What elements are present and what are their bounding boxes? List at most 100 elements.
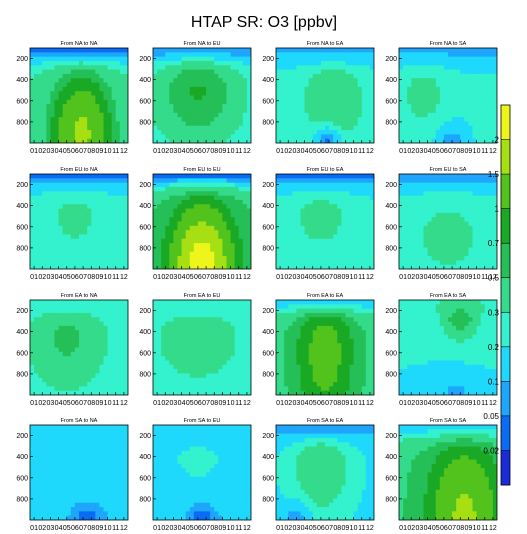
heatmap-cell bbox=[312, 217, 318, 222]
panel-frame bbox=[152, 173, 252, 270]
x-tick-label: 09 bbox=[96, 274, 104, 281]
heatmap-cell bbox=[357, 121, 363, 127]
x-tick-label: 04 bbox=[55, 148, 63, 155]
heatmap-cell bbox=[246, 199, 251, 205]
heatmap-cell bbox=[238, 199, 244, 205]
heatmap-cell bbox=[185, 65, 191, 70]
heatmap-cell bbox=[91, 130, 96, 135]
heatmap-cell bbox=[312, 221, 318, 227]
heatmap-cell bbox=[119, 195, 125, 201]
heatmap-cell bbox=[492, 130, 497, 135]
heatmap-cell bbox=[30, 377, 35, 383]
heatmap-cell bbox=[202, 73, 207, 79]
heatmap-cell bbox=[435, 204, 441, 209]
heatmap-cell bbox=[369, 82, 374, 88]
heatmap-cell bbox=[74, 243, 80, 248]
heatmap-cell bbox=[58, 334, 64, 340]
heatmap-cell bbox=[488, 247, 494, 253]
heatmap-cell bbox=[157, 82, 162, 88]
heatmap-cell bbox=[169, 238, 174, 244]
heatmap-cell bbox=[480, 260, 486, 266]
heatmap-cell bbox=[185, 125, 191, 131]
heatmap-cell bbox=[488, 99, 494, 105]
heatmap-cell bbox=[296, 204, 301, 209]
heatmap-cell bbox=[230, 95, 236, 101]
heatmap-cell bbox=[91, 230, 96, 235]
heatmap-cell bbox=[480, 86, 486, 92]
heatmap-cell bbox=[234, 52, 240, 58]
heatmap-cell bbox=[448, 112, 453, 118]
heatmap-cell bbox=[189, 86, 195, 92]
x-tick-label: 02 bbox=[161, 148, 169, 155]
heatmap-cell bbox=[42, 264, 47, 269]
heatmap-cell bbox=[435, 195, 441, 201]
heatmap-cell bbox=[361, 104, 367, 109]
heatmap-cell bbox=[210, 230, 215, 235]
heatmap-cell bbox=[456, 48, 461, 53]
heatmap-cell bbox=[308, 182, 314, 188]
heatmap-cells bbox=[153, 174, 251, 269]
heatmap-cell bbox=[320, 48, 326, 53]
heatmap-cell bbox=[316, 208, 322, 214]
heatmap-cell bbox=[349, 134, 354, 140]
heatmap-cell bbox=[161, 186, 166, 192]
heatmap-cell bbox=[403, 91, 408, 96]
heatmap-cell bbox=[79, 191, 84, 196]
heatmap-cell bbox=[288, 208, 293, 214]
heatmap-cell bbox=[242, 121, 248, 127]
heatmap-cell bbox=[218, 199, 223, 205]
heatmap-cell bbox=[242, 73, 248, 79]
heatmap-cell bbox=[431, 82, 437, 88]
heatmap-cell bbox=[230, 91, 236, 96]
heatmap-cell bbox=[399, 99, 404, 105]
heatmap-cell bbox=[157, 256, 162, 261]
heatmap-cell bbox=[484, 73, 490, 79]
heatmap-cell bbox=[276, 52, 281, 58]
heatmap-cell bbox=[74, 321, 80, 327]
heatmap-cell bbox=[119, 217, 125, 222]
heatmap-cell bbox=[296, 65, 301, 70]
heatmap-cell bbox=[403, 86, 408, 92]
heatmap-cell bbox=[214, 204, 219, 209]
heatmap-cell bbox=[357, 104, 363, 109]
y-tick-label: 200 bbox=[139, 56, 151, 63]
heatmap-cell bbox=[468, 91, 473, 96]
heatmap-cell bbox=[288, 73, 293, 79]
heatmap-cell bbox=[50, 369, 55, 374]
heatmap-cell bbox=[369, 221, 374, 227]
heatmap-cell bbox=[292, 204, 297, 209]
heatmap-cell bbox=[54, 48, 59, 53]
heatmap-cell bbox=[242, 217, 248, 222]
heatmap-cell bbox=[230, 73, 236, 79]
heatmap-cell bbox=[357, 130, 363, 135]
heatmap-cell bbox=[304, 174, 310, 179]
heatmap-cell bbox=[280, 108, 285, 114]
heatmap-cell bbox=[448, 212, 453, 218]
heatmap-cell bbox=[452, 238, 457, 244]
heatmap-cell bbox=[341, 217, 346, 222]
heatmap-cell bbox=[157, 260, 162, 266]
heatmap-cell bbox=[488, 256, 494, 261]
heatmap-cell bbox=[361, 230, 367, 235]
heatmap-cell bbox=[296, 182, 301, 188]
heatmap-cell bbox=[345, 78, 350, 83]
heatmap-cell bbox=[87, 247, 92, 253]
heatmap-cell bbox=[95, 356, 100, 361]
heatmap-cell bbox=[353, 134, 359, 140]
heatmap-cell bbox=[316, 134, 322, 140]
heatmap-cell bbox=[87, 243, 92, 248]
heatmap-cell bbox=[435, 238, 441, 244]
heatmap-cell bbox=[411, 86, 416, 92]
heatmap-cell bbox=[173, 138, 178, 143]
heatmap-cell bbox=[353, 247, 359, 253]
heatmap-cell bbox=[103, 360, 108, 366]
heatmap-cell bbox=[74, 364, 80, 370]
heatmap-cell bbox=[87, 108, 92, 114]
heatmap-cell bbox=[83, 125, 88, 131]
heatmap-cell bbox=[296, 225, 301, 231]
heatmap-cell bbox=[38, 82, 43, 88]
heatmap-cell bbox=[460, 221, 465, 227]
heatmap-cell bbox=[83, 82, 88, 88]
heatmap-cell bbox=[431, 104, 437, 109]
heatmap-cell bbox=[242, 108, 248, 114]
